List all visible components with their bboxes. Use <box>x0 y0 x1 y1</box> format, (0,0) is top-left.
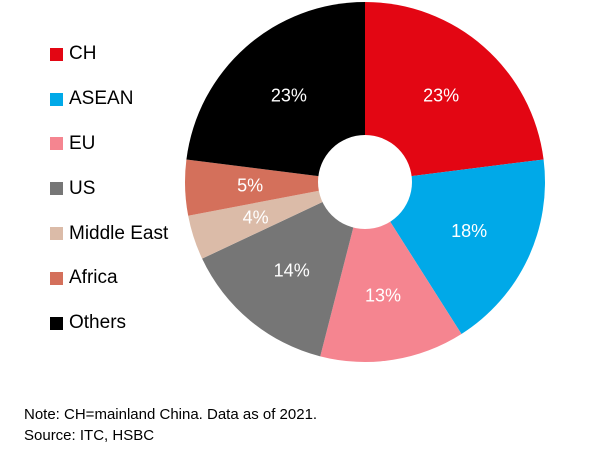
legend-label-eu: EU <box>69 132 96 154</box>
slice-label-ch: 23% <box>423 86 459 106</box>
legend-label-us: US <box>69 177 96 199</box>
donut-chart: 23% 18% 13% 14% 4% 5% 23% <box>185 2 545 362</box>
footer-source: Source: ITC, HSBC <box>24 427 155 444</box>
legend-swatch-others <box>50 316 63 330</box>
slice-others <box>186 2 365 182</box>
legend-item-others: Others <box>50 301 168 346</box>
legend-label-middle-east: Middle East <box>69 222 169 244</box>
legend-label-asean: ASEAN <box>69 88 134 110</box>
legend-swatch-africa <box>50 271 63 285</box>
slice-africa <box>185 159 365 216</box>
legend-swatch-asean <box>50 92 63 106</box>
legend-swatch-middle-east <box>50 227 63 241</box>
footer-note: Note: CH=mainland China. Data as of 2021… <box>24 406 318 423</box>
legend-item-middle-east: Middle East <box>50 211 168 256</box>
legend-swatch-eu <box>50 137 63 151</box>
slice-label-asean: 18% <box>451 221 487 241</box>
legend-label-africa: Africa <box>69 267 118 289</box>
legend-item-ch: CH <box>50 32 168 77</box>
slice-ch <box>365 2 544 182</box>
chart-footer: Note: CH=mainland China. Data as of 2021… <box>24 404 317 446</box>
legend-item-asean: ASEAN <box>50 77 168 122</box>
legend-label-others: Others <box>69 312 127 334</box>
slice-label-eu: 13% <box>365 286 401 306</box>
legend-item-africa: Africa <box>50 256 168 301</box>
slice-label-us: 14% <box>274 261 310 281</box>
slice-labels: 23% 18% 13% 14% 4% 5% 23% <box>237 86 487 306</box>
legend-item-us: US <box>50 166 168 211</box>
slice-label-africa: 5% <box>237 176 263 196</box>
slice-middle-east <box>188 182 365 259</box>
legend-item-eu: EU <box>50 122 168 167</box>
slice-label-middle-east: 4% <box>243 208 269 228</box>
donut-hole <box>318 135 412 229</box>
legend-label-ch: CH <box>69 43 97 65</box>
slice-label-others: 23% <box>271 86 307 106</box>
legend-swatch-ch <box>50 47 63 61</box>
legend-swatch-us <box>50 182 63 196</box>
legend: CH ASEAN EU US Middle East Africa Others <box>50 32 168 346</box>
slice-us <box>202 182 365 357</box>
slice-asean <box>365 159 545 334</box>
